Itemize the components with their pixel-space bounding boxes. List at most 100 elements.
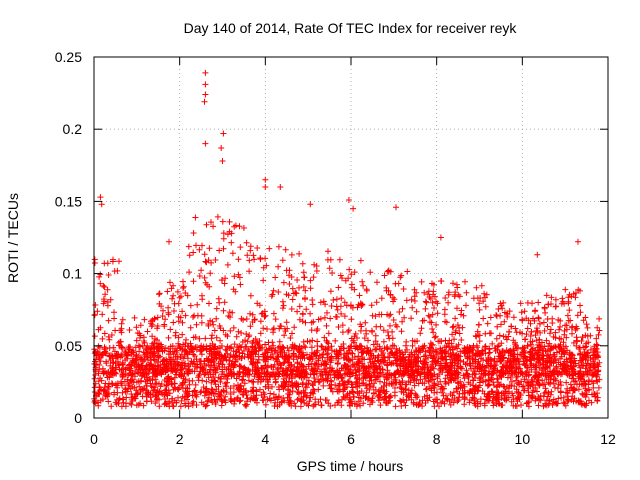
data-point (552, 329, 559, 336)
data-point (172, 345, 179, 352)
data-point (431, 389, 438, 396)
data-point (461, 401, 468, 408)
data-point (398, 272, 405, 279)
data-point (155, 359, 161, 366)
data-point (407, 372, 414, 379)
data-point (531, 317, 538, 324)
data-point (153, 389, 160, 396)
data-point (512, 342, 519, 349)
data-point (475, 387, 482, 394)
data-point (428, 319, 435, 326)
data-point (503, 367, 510, 374)
data-point (229, 358, 236, 365)
data-point (136, 348, 143, 355)
data-point (104, 286, 111, 293)
data-point (525, 317, 532, 324)
data-point (262, 401, 269, 408)
data-point (402, 349, 409, 356)
data-point (201, 371, 208, 378)
data-point (408, 371, 415, 378)
data-point (249, 343, 256, 350)
data-point (445, 299, 452, 306)
data-point (457, 311, 464, 318)
data-point (171, 374, 178, 381)
data-point (346, 378, 352, 385)
data-point (574, 312, 581, 319)
data-point (389, 328, 396, 335)
data-point (106, 352, 113, 359)
data-point (175, 334, 182, 341)
data-point (327, 315, 334, 322)
data-point (172, 385, 179, 392)
data-point (575, 238, 581, 245)
data-point (552, 296, 559, 303)
data-point (336, 380, 343, 387)
data-point (190, 314, 196, 320)
data-point (216, 247, 223, 254)
data-point (470, 295, 477, 302)
data-point (318, 343, 325, 350)
data-point (491, 355, 498, 362)
data-point (96, 273, 103, 280)
data-point (116, 342, 122, 349)
data-point (405, 393, 412, 400)
data-point (547, 326, 554, 333)
data-point (223, 379, 230, 386)
data-point (263, 346, 270, 353)
data-point (505, 394, 512, 401)
data-point (194, 344, 200, 350)
data-point (365, 363, 372, 370)
data-point (289, 296, 296, 303)
data-point (95, 378, 102, 385)
data-point (228, 395, 235, 402)
data-point (231, 370, 238, 377)
data-point (390, 317, 397, 323)
data-point (499, 363, 506, 370)
data-point (449, 346, 456, 353)
data-point (524, 299, 531, 306)
data-point (271, 403, 278, 409)
data-point (127, 344, 133, 350)
data-point (413, 362, 420, 369)
data-point (537, 360, 544, 367)
data-point (517, 329, 523, 336)
data-point (243, 239, 250, 246)
data-point (451, 293, 458, 300)
data-point (528, 395, 535, 402)
data-point (339, 275, 345, 282)
data-point (309, 381, 316, 388)
data-point (117, 327, 124, 334)
data-point (250, 379, 257, 386)
data-point (563, 334, 570, 341)
data-point (332, 337, 339, 344)
data-point (270, 329, 277, 336)
data-point (163, 391, 170, 398)
data-point (251, 317, 258, 323)
data-point (147, 345, 153, 352)
data-point (213, 315, 220, 322)
data-point (339, 322, 346, 329)
data-point (403, 338, 410, 345)
data-point (227, 327, 234, 334)
data-point (344, 379, 351, 386)
data-point (280, 279, 287, 286)
data-point (299, 381, 306, 388)
data-point (581, 378, 588, 385)
data-point (518, 369, 524, 376)
data-point (210, 223, 217, 230)
data-point (569, 387, 576, 394)
data-point (421, 289, 428, 296)
data-point (317, 368, 324, 375)
data-point (593, 335, 600, 342)
data-point (230, 389, 237, 396)
data-point (153, 396, 160, 403)
data-point (196, 246, 203, 253)
data-point (335, 324, 342, 330)
data-point (508, 349, 515, 355)
data-point (196, 358, 203, 365)
data-point (291, 363, 298, 370)
data-point (289, 383, 296, 390)
data-point (431, 293, 438, 300)
data-point (133, 352, 140, 359)
data-point (575, 386, 582, 393)
